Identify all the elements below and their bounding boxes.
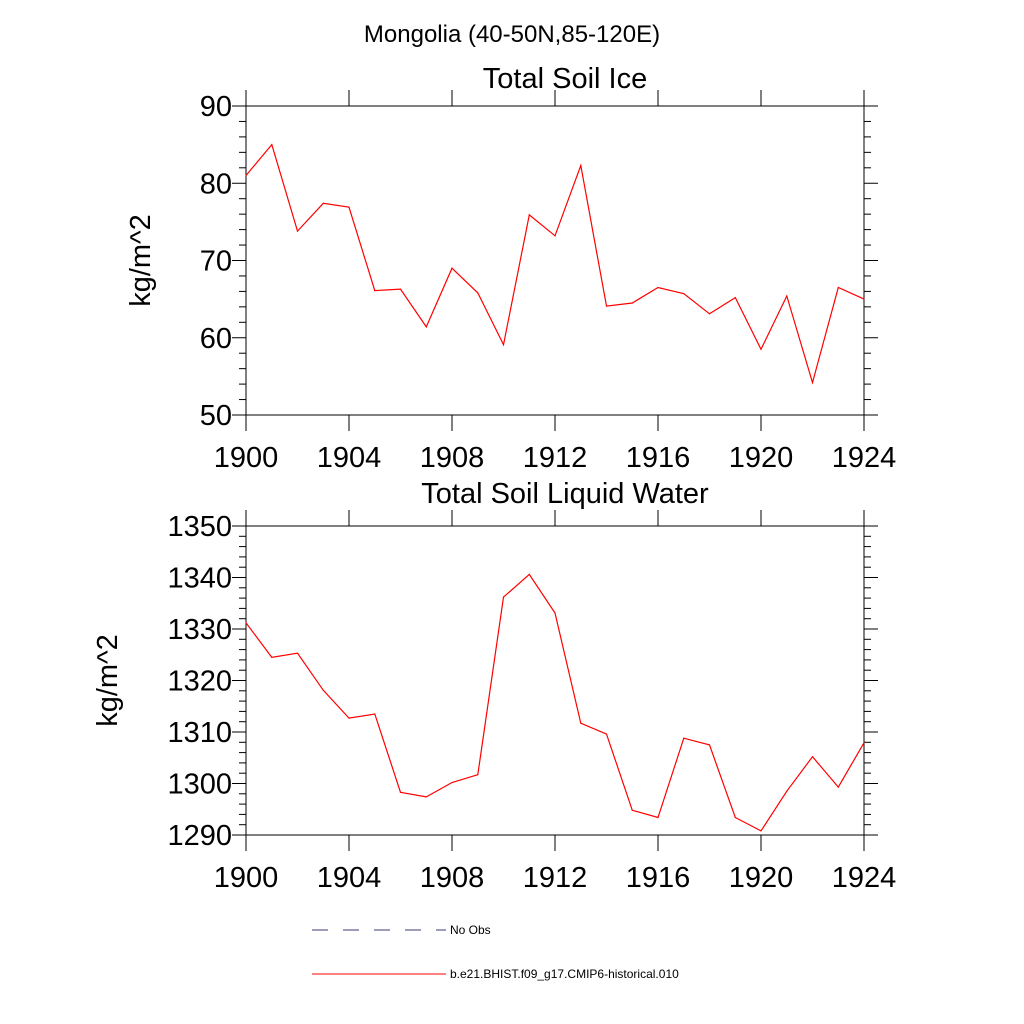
soil-liquid-water-data-point (271, 656, 273, 658)
soil-ice-chart: Total Soil Ice kg/m^2 1900 1904 1908 1912 1916… (125, 63, 896, 474)
soil-ice-data-point (451, 267, 453, 269)
soil-ice-data-point (683, 293, 685, 295)
soil-liquid-water-y-tick-label: 1310 (167, 717, 232, 749)
soil-ice-data-point (425, 326, 427, 328)
soil-ice-data-point (296, 230, 299, 232)
soil-liquid-water-plot-frame (245, 525, 865, 836)
soil-ice-data-point (786, 295, 788, 297)
soil-liquid-water-data-point (502, 596, 505, 598)
soil-liquid-water-x-tick-label: 1912 (523, 862, 588, 894)
soil-liquid-water-x-tick-label: 1900 (214, 862, 279, 894)
soil-ice-data-point (760, 348, 762, 350)
soil-liquid-water-data-point (374, 713, 376, 715)
soil-liquid-water-data-point (811, 756, 814, 758)
soil-liquid-water-data-point (580, 722, 582, 724)
soil-liquid-water-data-point (683, 737, 685, 739)
soil-liquid-water-data-point (837, 786, 839, 788)
soil-liquid-water-y-tick-label: 1320 (167, 666, 232, 698)
soil-liquid-water-data-point (605, 733, 608, 735)
soil-ice-x-tick-label: 1900 (214, 442, 279, 474)
soil-liquid-water-data-point (760, 830, 762, 832)
soil-ice-data-point (811, 381, 814, 384)
soil-ice-data-point (554, 235, 556, 237)
soil-liquid-water-data-point (528, 573, 530, 576)
soil-ice-data-point (245, 174, 247, 177)
soil-ice-x-tick-label: 1912 (523, 442, 588, 474)
soil-ice-data-point (657, 286, 659, 289)
soil-ice-x-tick-label: 1920 (729, 442, 794, 474)
soil-liquid-water-x-tick-label: 1916 (626, 862, 691, 894)
soil-ice-y-tick-label: 60 (200, 323, 232, 355)
soil-ice-data-point (502, 344, 505, 346)
soil-ice-y-tick-label: 70 (200, 246, 232, 278)
soil-liquid-water-y-tick-label: 1350 (167, 511, 232, 543)
soil-liquid-water-y-tick-label: 1290 (167, 820, 232, 852)
soil-liquid-water-data-point (554, 612, 556, 614)
soil-liquid-water-data-point (631, 809, 633, 811)
legend-model-run-label: b.e21.BHIST.f09_g17.CMIP6-historical.010 (450, 967, 679, 981)
soil-liquid-water-data-point (734, 816, 736, 819)
figure-title: Mongolia (40-50N,85-120E) (364, 21, 660, 48)
soil-ice-data-point (348, 206, 350, 208)
soil-ice-data-point (708, 313, 711, 315)
soil-liquid-water-data-point (708, 744, 711, 746)
soil-ice-plot-frame (245, 105, 865, 416)
soil-liquid-water-data-point (245, 622, 247, 624)
soil-liquid-water-data-point (296, 652, 299, 654)
soil-ice-data-point (399, 288, 402, 290)
soil-ice-data-point (528, 214, 530, 216)
soil-liquid-water-data-point (322, 689, 324, 691)
soil-ice-data-point (631, 302, 633, 304)
soil-liquid-water-data-point (786, 790, 788, 792)
soil-liquid-water-data-point (477, 774, 479, 776)
soil-ice-data-point (605, 305, 608, 307)
legend: No Obs b.e21.BHIST.f09_g17.CMIP6-histori… (312, 923, 679, 981)
soil-liquid-water-x-tick-label: 1904 (317, 862, 382, 894)
soil-liquid-water-y-axis-label: kg/m^2 (92, 634, 124, 727)
soil-ice-x-tick-label: 1916 (626, 442, 691, 474)
soil-liquid-water-y-tick-label: 1340 (167, 563, 232, 595)
soil-ice-y-tick-label: 80 (200, 168, 232, 200)
legend-no-obs-label: No Obs (450, 923, 491, 937)
soil-ice-data-point (374, 290, 376, 292)
soil-liquid-water-y-tick-label: 1330 (167, 614, 232, 646)
soil-liquid-water-x-tick-label: 1920 (729, 862, 794, 894)
soil-ice-data-point (580, 164, 582, 167)
soil-ice-data-point (477, 292, 479, 294)
soil-ice-series-line (245, 143, 865, 385)
soil-liquid-water-data-point (863, 742, 865, 744)
soil-ice-title: Total Soil Ice (483, 63, 647, 95)
soil-ice-x-tick-label: 1924 (832, 442, 897, 474)
soil-ice-data-point (863, 298, 865, 300)
soil-ice-data-point (322, 202, 324, 204)
soil-liquid-water-data-point (348, 717, 350, 719)
soil-ice-x-tick-label: 1904 (317, 442, 382, 474)
soil-ice-data-point (734, 296, 736, 299)
soil-ice-axis-ticks (232, 90, 878, 431)
soil-ice-y-axis-label: kg/m^2 (125, 214, 157, 307)
soil-liquid-water-data-point (425, 796, 427, 798)
soil-liquid-water-axis-ticks (232, 510, 878, 851)
soil-liquid-water-data-point (451, 781, 453, 784)
soil-liquid-water-data-point (657, 816, 659, 819)
soil-liquid-water-x-tick-label: 1924 (832, 862, 897, 894)
soil-ice-y-tick-label: 90 (200, 91, 232, 123)
soil-ice-y-tick-label: 50 (200, 400, 232, 432)
soil-liquid-water-chart: Total Soil Liquid Water kg/m^2 1900 1904 190… (92, 478, 896, 894)
soil-liquid-water-y-tick-label: 1300 (167, 769, 232, 801)
soil-liquid-water-x-tick-label: 1908 (420, 862, 485, 894)
soil-ice-data-point (271, 144, 273, 146)
soil-ice-data-point (837, 286, 839, 289)
soil-liquid-water-data-point (399, 791, 402, 793)
soil-liquid-water-title: Total Soil Liquid Water (421, 478, 709, 510)
soil-ice-x-tick-label: 1908 (420, 442, 485, 474)
